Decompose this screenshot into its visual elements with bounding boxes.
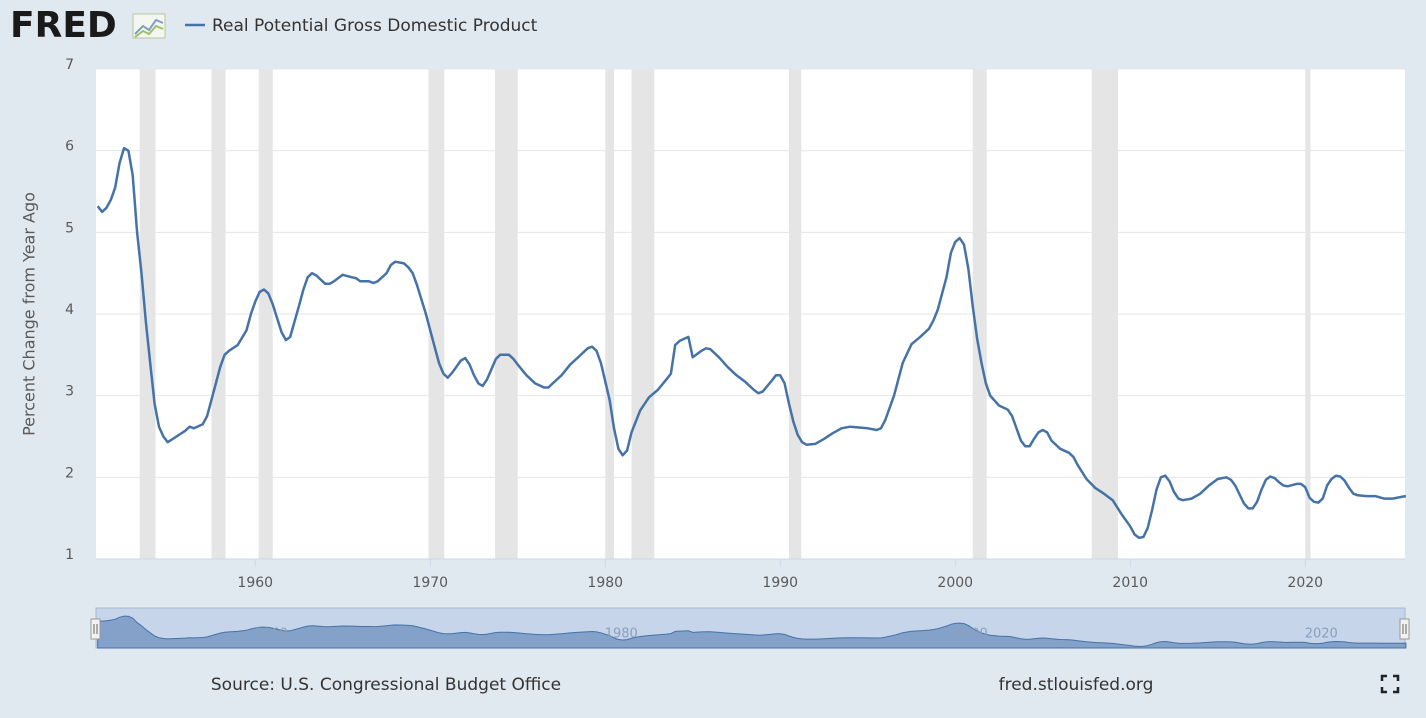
y-tick-label: 2: [65, 465, 74, 481]
navigator-tick-label: 2020: [1305, 627, 1338, 642]
x-tick-label: 2000: [937, 575, 973, 591]
legend-label: Real Potential Gross Domestic Product: [212, 16, 538, 36]
x-tick-label: 1960: [237, 575, 273, 591]
source: Source: U.S. Congressional Budget Office: [211, 675, 561, 695]
navigator-handle-right[interactable]: [1399, 618, 1410, 640]
navigator-tick-label: 1980: [605, 627, 638, 642]
y-axis-label: Percent Change from Year Ago: [20, 192, 39, 436]
y-tick-label: 3: [65, 384, 74, 400]
navigator-tick-label: 2000: [955, 627, 988, 642]
y-tick-label: 4: [65, 302, 74, 318]
navigator-tick-label: 1960: [255, 627, 288, 642]
x-tick-label: 2010: [1112, 575, 1148, 591]
x-tick-label: 1990: [762, 575, 798, 591]
y-tick-label: 5: [65, 220, 74, 236]
logo-icon: [132, 13, 166, 39]
x-tick-label: 1970: [412, 575, 448, 591]
y-tick-label: 1: [65, 547, 74, 563]
site-link[interactable]: fred.stlouisfed.org: [999, 675, 1154, 695]
x-tick-label: 1980: [587, 575, 623, 591]
y-tick-label: 6: [65, 139, 74, 155]
navigator-handle-left[interactable]: [90, 618, 101, 640]
fullscreen-button[interactable]: [1380, 674, 1400, 694]
series-line: [96, 146, 1407, 540]
navigator-area: [97, 615, 1407, 649]
logo: FRED: [10, 5, 117, 46]
x-tick-label: 2020: [1287, 575, 1323, 591]
y-tick-label: 7: [65, 57, 74, 73]
